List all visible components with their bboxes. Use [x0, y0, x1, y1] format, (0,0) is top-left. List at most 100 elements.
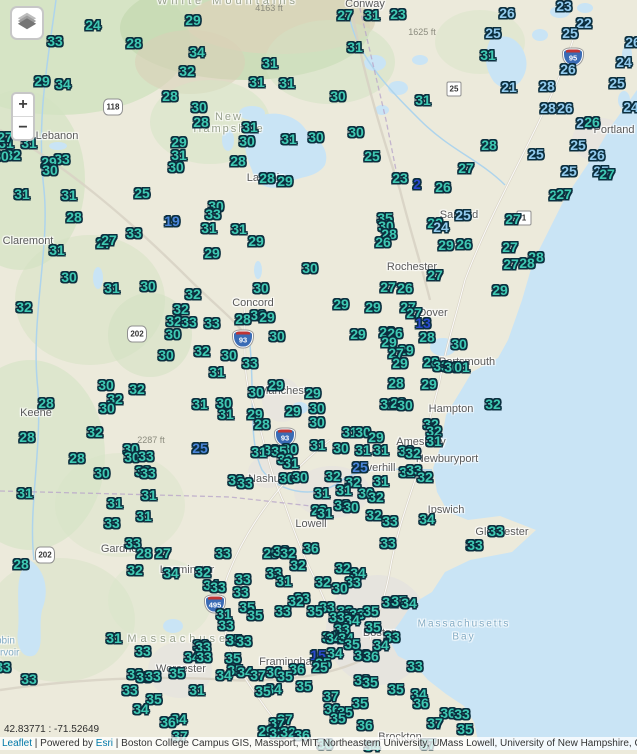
station-value: 33	[334, 621, 350, 637]
station-value: 36	[289, 661, 305, 677]
station-value: 25	[485, 25, 501, 41]
zoom-out-button[interactable]: −	[18, 119, 28, 136]
station-value: 30	[221, 347, 237, 363]
station-value: 25	[134, 185, 150, 201]
station-value: 37	[277, 711, 293, 727]
station-value: 33	[275, 603, 291, 619]
station-value: 37	[427, 715, 443, 731]
station-value: 29	[34, 73, 50, 89]
station-value: 33	[138, 448, 154, 464]
station-value: 30	[239, 133, 255, 149]
station-value: 27	[599, 166, 615, 182]
station-value: 23	[556, 0, 572, 14]
station-value: 28	[388, 375, 404, 391]
station-value: 36	[160, 714, 176, 730]
layers-control[interactable]	[10, 6, 44, 40]
station-value: 29	[263, 545, 279, 561]
cursor-coordinates: 42.83771 : -71.52649	[4, 724, 100, 735]
station-value: 32	[250, 307, 266, 323]
place-label-sanford: Sanford	[439, 209, 479, 221]
station-value: 30	[228, 472, 244, 488]
station-value: 31	[171, 147, 187, 163]
station-value: 29	[247, 406, 263, 422]
station-value: 33	[54, 151, 70, 167]
station-value: 35	[146, 691, 162, 707]
station-value: 22	[379, 324, 395, 340]
station-value: 34	[373, 637, 389, 653]
station-value: 25	[570, 137, 586, 153]
station-value: 32	[269, 725, 285, 741]
station-value: 30	[94, 465, 110, 481]
station-value: 24	[616, 54, 632, 70]
station-value: 31	[249, 74, 265, 90]
station-value: 32	[166, 313, 182, 329]
elevation-label: 2287 ft	[137, 435, 165, 445]
station-value: 23	[311, 502, 327, 518]
station-value: 32	[127, 562, 143, 578]
station-value: 29	[285, 403, 301, 419]
place-label-amesbury: Amesbury	[396, 436, 446, 448]
station-value: 31	[415, 92, 431, 108]
place-label-haverhill: Haverhill	[352, 462, 396, 474]
station-value: 31	[216, 606, 232, 622]
ocean-atlantic	[388, 90, 637, 750]
place-label-newburyport: Newburyport	[415, 453, 479, 465]
station-value: 15	[310, 647, 326, 663]
station-value: 32	[195, 564, 211, 580]
station-value: 32	[280, 545, 296, 561]
station-value: 35	[296, 678, 312, 694]
station-value: 31	[192, 396, 208, 412]
station-value: 35	[247, 607, 263, 623]
zoom-in-button[interactable]: +	[13, 94, 33, 117]
station-value: 30	[99, 400, 115, 416]
station-value: 33	[277, 451, 293, 467]
place-label-dover: Dover	[418, 307, 448, 319]
station-value: 32	[16, 299, 32, 315]
station-value: 35	[255, 683, 271, 699]
station-value: 33	[195, 639, 211, 655]
station-value: 31	[310, 437, 326, 453]
station-value: 33	[334, 497, 350, 513]
station-value: 33	[337, 603, 353, 619]
place-label-manchester: Manchester	[259, 385, 317, 397]
station-value: 29	[390, 395, 406, 411]
station-value: 25	[561, 163, 577, 179]
elevation-label: 1625 ft	[408, 27, 436, 37]
station-value: 26	[625, 34, 637, 50]
station-value: 33	[125, 535, 141, 551]
station-value: 31	[106, 630, 122, 646]
place-label-framingham: Framingham	[259, 656, 321, 668]
leaflet-link[interactable]: Leaflet	[2, 738, 33, 749]
station-value: 25	[352, 459, 368, 475]
station-value: 30	[343, 499, 359, 515]
station-value: 32	[280, 724, 296, 740]
station-value: 30	[158, 347, 174, 363]
esri-link[interactable]: Esri	[95, 738, 114, 749]
station-value: 33	[454, 706, 470, 722]
place-label-bay: Bay	[452, 631, 476, 643]
place-label-rochester: Rochester	[386, 261, 438, 273]
station-value: 27	[549, 187, 565, 203]
station-value: 28	[254, 416, 270, 432]
station-value: 31	[347, 39, 363, 55]
station-value: 33	[135, 463, 151, 479]
place-label-massachusetts: Massachusetts	[417, 618, 511, 630]
station-value: 30	[123, 441, 139, 457]
station-value: 34	[216, 667, 232, 683]
station-value: 35	[136, 669, 152, 685]
station-value: 29	[305, 385, 321, 401]
station-value: 26	[589, 147, 605, 163]
station-value: 32	[426, 423, 442, 439]
station-value: 26	[499, 5, 515, 21]
station-value: 27	[458, 160, 474, 176]
station-value: 23	[390, 6, 406, 22]
route-shield-202: 202	[35, 546, 55, 564]
station-value: 30	[330, 88, 346, 104]
station-value: 33	[384, 629, 400, 645]
place-label-lowell: Lowell	[295, 518, 327, 530]
station-value: 34	[171, 711, 187, 727]
station-value: 31	[201, 220, 217, 236]
station-value: 25	[593, 163, 609, 179]
